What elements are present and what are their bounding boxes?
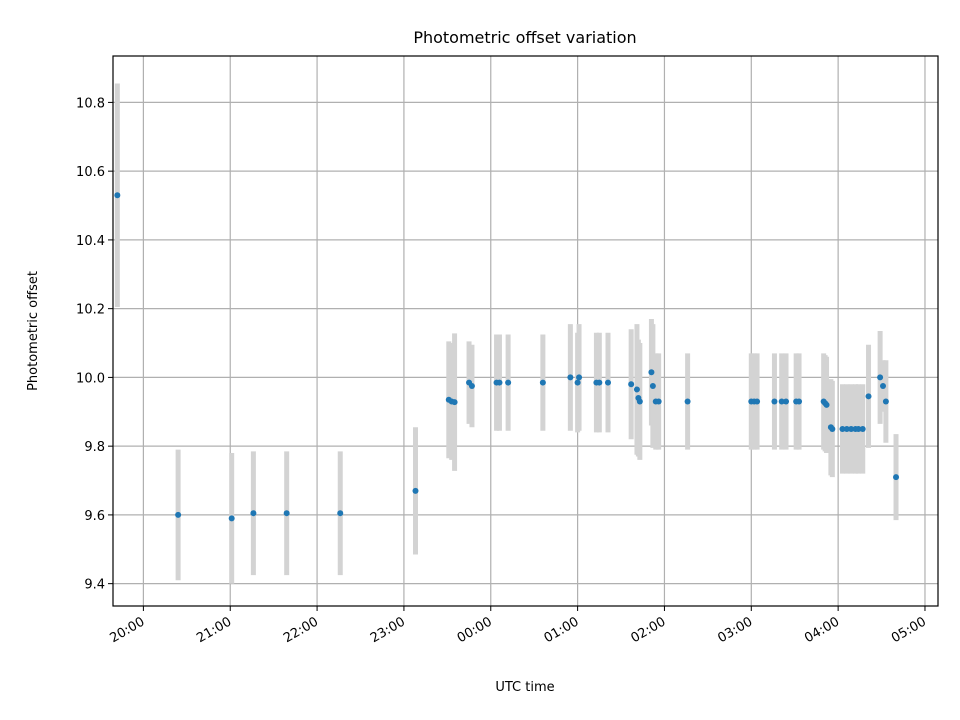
y-axis-ticks: 9.4 9.6 9.8 10.0 10.2 10.4 10.6 10.8 — [76, 96, 113, 593]
y-tick-label: 10.2 — [76, 303, 105, 318]
y-tick-label: 10.6 — [76, 165, 105, 180]
data-point — [684, 398, 691, 405]
data-point — [649, 383, 656, 389]
y-axis-label: Photometric offset — [26, 271, 41, 391]
data-point — [605, 379, 611, 386]
data-point — [412, 487, 419, 494]
data-point — [655, 398, 662, 405]
data-point — [539, 379, 546, 386]
data-point — [829, 425, 836, 432]
y-tick-label: 10.0 — [76, 371, 105, 386]
data-point — [451, 399, 458, 406]
y-tick-label: 10.8 — [76, 96, 105, 111]
data-point — [783, 398, 790, 405]
data-point — [628, 381, 635, 388]
x-axis-label: UTC time — [495, 680, 554, 695]
data-points — [114, 192, 900, 522]
chart-title: Photometric offset variation — [413, 28, 636, 47]
data-point — [882, 398, 889, 405]
data-point — [796, 398, 803, 405]
data-point — [505, 379, 512, 386]
data-point — [337, 510, 344, 517]
data-point — [893, 474, 900, 481]
y-tick-label: 9.6 — [84, 509, 105, 524]
data-point — [880, 383, 886, 389]
data-point — [496, 379, 503, 386]
data-point — [855, 425, 862, 432]
y-tick-label: 10.4 — [76, 234, 105, 249]
data-point — [574, 379, 581, 386]
y-tick-label: 9.8 — [84, 440, 105, 455]
data-point — [283, 510, 290, 517]
data-point — [114, 192, 121, 199]
data-point — [648, 369, 655, 376]
data-point — [778, 398, 785, 405]
y-tick-label: 9.4 — [84, 578, 105, 593]
data-point — [228, 515, 235, 522]
data-point — [848, 425, 855, 432]
data-point — [567, 374, 574, 381]
data-point — [250, 510, 257, 517]
data-point — [633, 386, 640, 393]
data-point — [859, 425, 866, 432]
data-point — [839, 425, 846, 432]
data-point — [865, 393, 872, 400]
data-point — [771, 398, 778, 405]
data-point — [636, 398, 643, 405]
data-point — [843, 425, 850, 432]
plot-frame — [112, 55, 939, 607]
data-point — [175, 511, 182, 518]
data-point — [596, 379, 603, 386]
data-point — [576, 374, 583, 381]
data-point — [877, 374, 884, 381]
data-point — [823, 401, 830, 408]
data-point — [754, 398, 761, 405]
data-point — [468, 383, 475, 389]
